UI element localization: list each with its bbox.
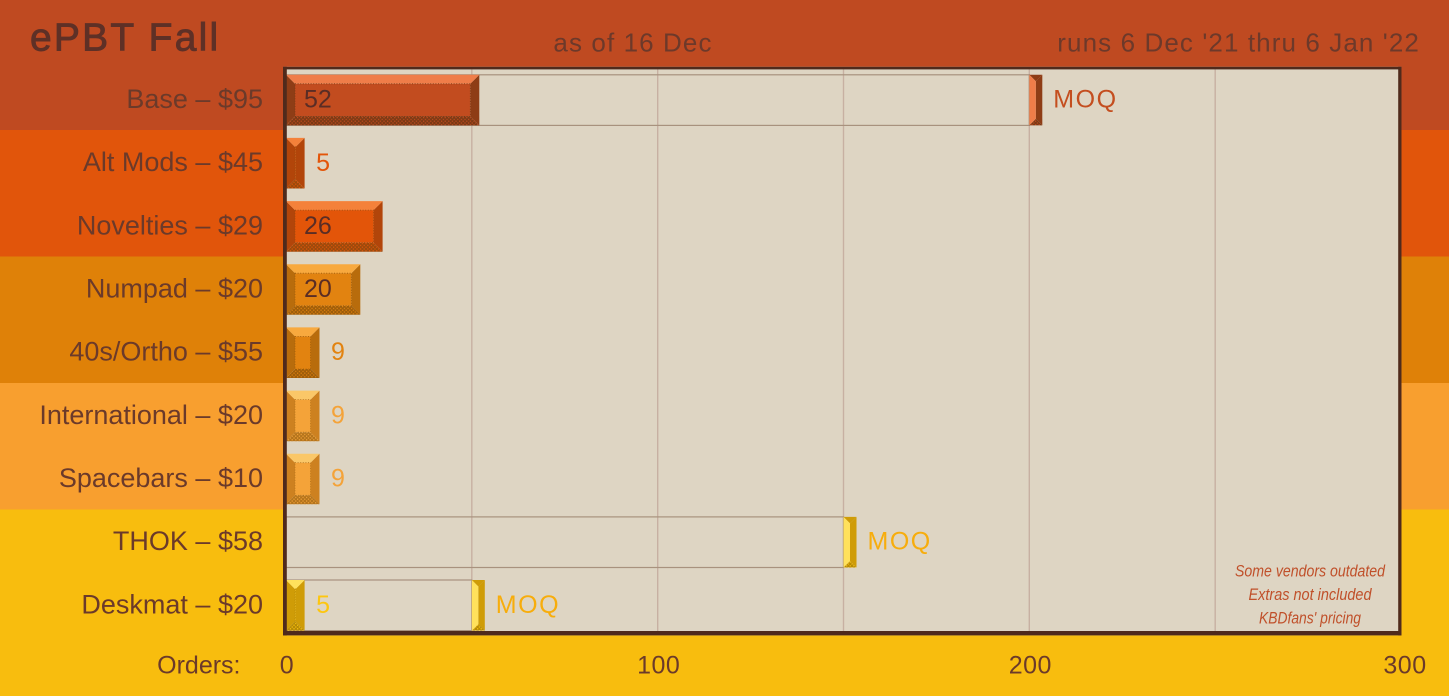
svg-text:0: 0: [280, 652, 294, 680]
svg-text:Numpad – $20: Numpad – $20: [86, 274, 263, 304]
svg-text:9: 9: [331, 401, 345, 429]
svg-text:Spacebars – $10: Spacebars – $10: [59, 463, 263, 493]
svg-text:100: 100: [637, 652, 680, 680]
svg-text:52: 52: [304, 86, 332, 114]
svg-text:as of 16 Dec: as of 16 Dec: [553, 28, 712, 58]
svg-text:9: 9: [331, 465, 345, 493]
svg-text:Extras not included: Extras not included: [1249, 585, 1372, 604]
svg-text:MOQ: MOQ: [496, 591, 560, 619]
svg-text:KBDfans' pricing: KBDfans' pricing: [1259, 609, 1361, 628]
svg-text:International – $20: International – $20: [39, 400, 263, 430]
svg-text:Deskmat – $20: Deskmat – $20: [81, 589, 263, 619]
svg-text:20: 20: [304, 275, 332, 303]
svg-text:Alt Mods – $45: Alt Mods – $45: [83, 147, 263, 177]
svg-text:runs 6 Dec '21 thru 6 Jan '22: runs 6 Dec '21 thru 6 Jan '22: [1057, 28, 1420, 58]
svg-text:THOK – $58: THOK – $58: [113, 526, 263, 556]
svg-text:MOQ: MOQ: [1053, 86, 1117, 114]
svg-text:5: 5: [316, 149, 330, 177]
svg-text:Base – $95: Base – $95: [126, 84, 263, 114]
svg-text:5: 5: [316, 591, 330, 619]
svg-text:ePBT Fall: ePBT Fall: [30, 17, 220, 60]
svg-text:9: 9: [331, 338, 345, 366]
svg-text:Orders:: Orders:: [157, 652, 240, 680]
svg-text:MOQ: MOQ: [868, 528, 932, 556]
svg-text:26: 26: [304, 212, 332, 240]
svg-text:200: 200: [1009, 652, 1052, 680]
svg-text:40s/Ortho – $55: 40s/Ortho – $55: [69, 337, 263, 367]
svg-text:Novelties – $29: Novelties – $29: [77, 210, 263, 240]
svg-text:Some vendors outdated: Some vendors outdated: [1235, 562, 1385, 581]
svg-text:300: 300: [1383, 652, 1426, 680]
